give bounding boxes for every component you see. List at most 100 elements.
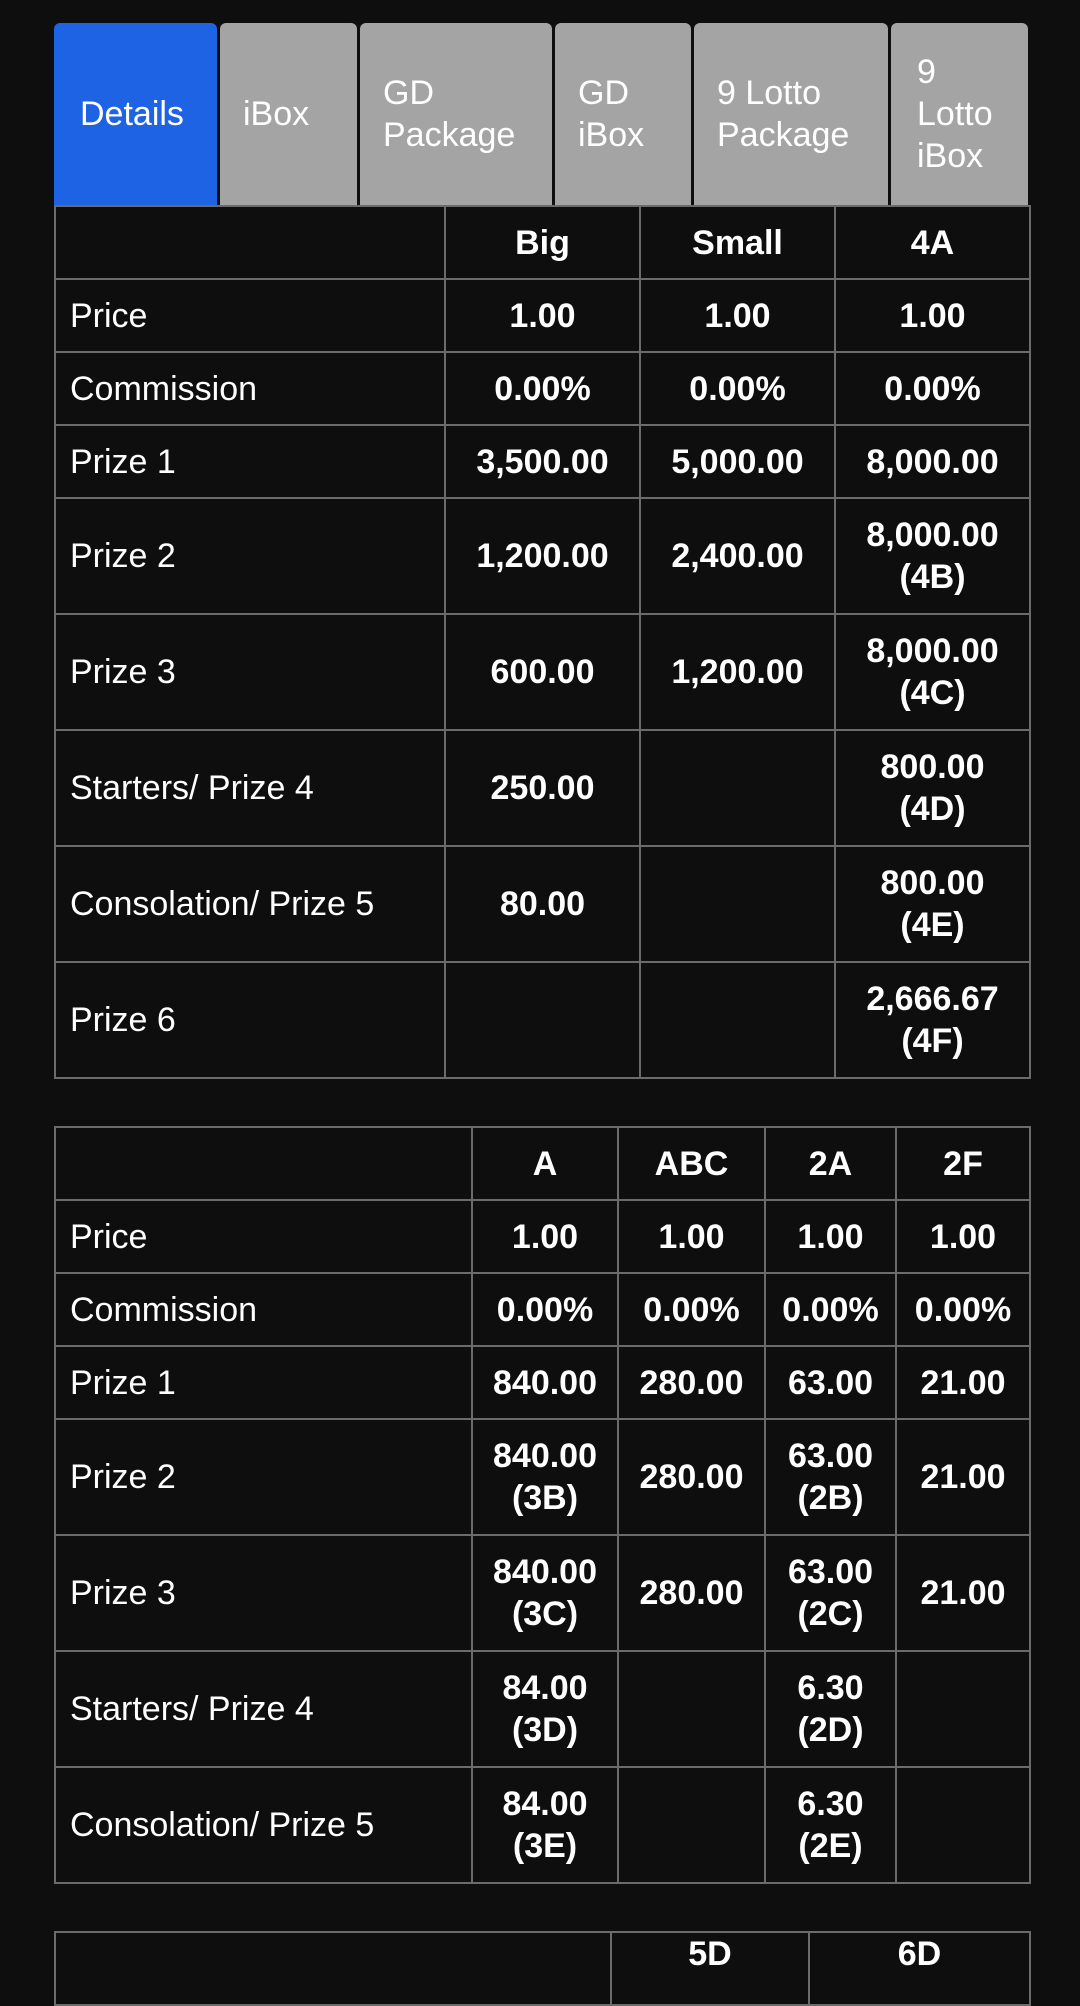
- tab-details[interactable]: Details: [54, 23, 217, 205]
- tab-gd-package[interactable]: GD Package: [360, 23, 552, 205]
- tab-9-lotto-package[interactable]: 9 Lotto Package: [694, 23, 888, 205]
- tab-label: GD Package: [383, 74, 516, 154]
- value-cell: 1.00: [444, 278, 641, 353]
- value-cell: 3,500.00: [444, 424, 641, 499]
- value-cell: 1.00: [617, 1199, 766, 1274]
- row-label: Prize 2: [54, 1418, 473, 1536]
- value-cell: 800.00 (4E): [834, 845, 1031, 963]
- value-cell: 0.00%: [617, 1272, 766, 1347]
- value-cell: 84.00 (3E): [471, 1766, 619, 1884]
- value-cell: 80.00: [444, 845, 641, 963]
- value-cell: 0.00%: [895, 1272, 1031, 1347]
- value-cell: 0.00%: [834, 351, 1031, 426]
- column-header: 2A: [764, 1126, 897, 1201]
- value-cell: 1.00: [895, 1199, 1031, 1274]
- prize-table-5d-6d: 5D 6D: [54, 1931, 1031, 2006]
- row-label: Starters/ Prize 4: [54, 1650, 473, 1768]
- value-cell: [639, 845, 836, 963]
- column-header: 4A: [834, 205, 1031, 280]
- row-label: Price: [54, 278, 446, 353]
- value-cell: 280.00: [617, 1345, 766, 1420]
- value-cell: 21.00: [895, 1418, 1031, 1536]
- value-cell: 1.00: [639, 278, 836, 353]
- table-row: Price 1.00 1.00 1.00: [54, 278, 1031, 353]
- table-row: Price 1.00 1.00 1.00 1.00: [54, 1199, 1031, 1274]
- row-label: Prize 1: [54, 1345, 473, 1420]
- tab-label: GD iBox: [578, 74, 645, 154]
- table-header-row: 5D 6D: [54, 1931, 1031, 2006]
- tab-9-lotto-ibox[interactable]: 9 Lotto iBox: [891, 23, 1028, 205]
- row-label: Commission: [54, 351, 446, 426]
- table-row: Consolation/ Prize 5 80.00 800.00 (4E): [54, 845, 1031, 963]
- value-cell: 2,400.00: [639, 497, 836, 615]
- value-cell: 0.00%: [764, 1272, 897, 1347]
- value-cell: [444, 961, 641, 1079]
- tab-label: iBox: [243, 95, 310, 133]
- value-cell: 250.00: [444, 729, 641, 847]
- corner-cell: [54, 1126, 473, 1201]
- tab-label: Details: [80, 95, 184, 133]
- value-cell: 0.00%: [471, 1272, 619, 1347]
- row-label: Consolation/ Prize 5: [54, 845, 446, 963]
- value-cell: 6.30 (2E): [764, 1766, 897, 1884]
- corner-cell: [54, 1931, 612, 2006]
- column-header: 5D: [610, 1931, 810, 2006]
- table-row: Prize 3 840.00 (3C) 280.00 63.00 (2C) 21.00: [54, 1534, 1031, 1652]
- row-label: Prize 2: [54, 497, 446, 615]
- value-cell: 6.30 (2D): [764, 1650, 897, 1768]
- column-header: Small: [639, 205, 836, 280]
- column-header: A: [471, 1126, 619, 1201]
- value-cell: [639, 961, 836, 1079]
- value-cell: 280.00: [617, 1534, 766, 1652]
- table-row: Commission 0.00% 0.00% 0.00% 0.00%: [54, 1272, 1031, 1347]
- value-cell: [639, 729, 836, 847]
- value-cell: 21.00: [895, 1345, 1031, 1420]
- row-label: Consolation/ Prize 5: [54, 1766, 473, 1884]
- value-cell: 2,666.67 (4F): [834, 961, 1031, 1079]
- corner-cell: [54, 205, 446, 280]
- value-cell: 63.00 (2C): [764, 1534, 897, 1652]
- prize-table-3d: A ABC 2A 2F Price 1.00 1.00 1.00 1.00 Commission 0…: [54, 1126, 1031, 1884]
- tab-gd-ibox[interactable]: GD iBox: [555, 23, 691, 205]
- value-cell: 8,000.00: [834, 424, 1031, 499]
- row-label: Prize 3: [54, 613, 446, 731]
- table-row: Starters/ Prize 4 84.00 (3D) 6.30 (2D): [54, 1650, 1031, 1768]
- table-row: Prize 1 840.00 280.00 63.00 21.00: [54, 1345, 1031, 1420]
- value-cell: 840.00: [471, 1345, 619, 1420]
- value-cell: 5,000.00: [639, 424, 836, 499]
- value-cell: 1.00: [471, 1199, 619, 1274]
- table-header-row: Big Small 4A: [54, 205, 1031, 280]
- table-row: Prize 2 840.00 (3B) 280.00 63.00 (2B) 21.00: [54, 1418, 1031, 1536]
- tab-label: 9 Lotto iBox: [917, 53, 993, 175]
- value-cell: 600.00: [444, 613, 641, 731]
- value-cell: [895, 1650, 1031, 1768]
- value-cell: 1,200.00: [444, 497, 641, 615]
- table-row: Prize 6 2,666.67 (4F): [54, 961, 1031, 1079]
- table-row: Prize 2 1,200.00 2,400.00 8,000.00 (4B): [54, 497, 1031, 615]
- row-label: Prize 3: [54, 1534, 473, 1652]
- value-cell: 1.00: [764, 1199, 897, 1274]
- prize-table-4d: Big Small 4A Price 1.00 1.00 1.00 Commission 0.0…: [54, 205, 1031, 1079]
- value-cell: [617, 1766, 766, 1884]
- table-row: Commission 0.00% 0.00% 0.00%: [54, 351, 1031, 426]
- column-header: ABC: [617, 1126, 766, 1201]
- value-cell: 280.00: [617, 1418, 766, 1536]
- value-cell: 63.00: [764, 1345, 897, 1420]
- table-row: Consolation/ Prize 5 84.00 (3E) 6.30 (2E): [54, 1766, 1031, 1884]
- row-label: Commission: [54, 1272, 473, 1347]
- value-cell: [617, 1650, 766, 1768]
- value-cell: 840.00 (3B): [471, 1418, 619, 1536]
- tab-ibox[interactable]: iBox: [220, 23, 357, 205]
- value-cell: 0.00%: [444, 351, 641, 426]
- tab-bar: Details iBox GD Package GD iBox 9 Lotto …: [54, 23, 1029, 205]
- column-header: 6D: [808, 1931, 1031, 2006]
- value-cell: 8,000.00 (4C): [834, 613, 1031, 731]
- row-label: Starters/ Prize 4: [54, 729, 446, 847]
- value-cell: 63.00 (2B): [764, 1418, 897, 1536]
- value-cell: 800.00 (4D): [834, 729, 1031, 847]
- table-row: Starters/ Prize 4 250.00 800.00 (4D): [54, 729, 1031, 847]
- value-cell: 840.00 (3C): [471, 1534, 619, 1652]
- value-cell: 0.00%: [639, 351, 836, 426]
- tab-label: 9 Lotto Package: [717, 74, 850, 154]
- column-header: Big: [444, 205, 641, 280]
